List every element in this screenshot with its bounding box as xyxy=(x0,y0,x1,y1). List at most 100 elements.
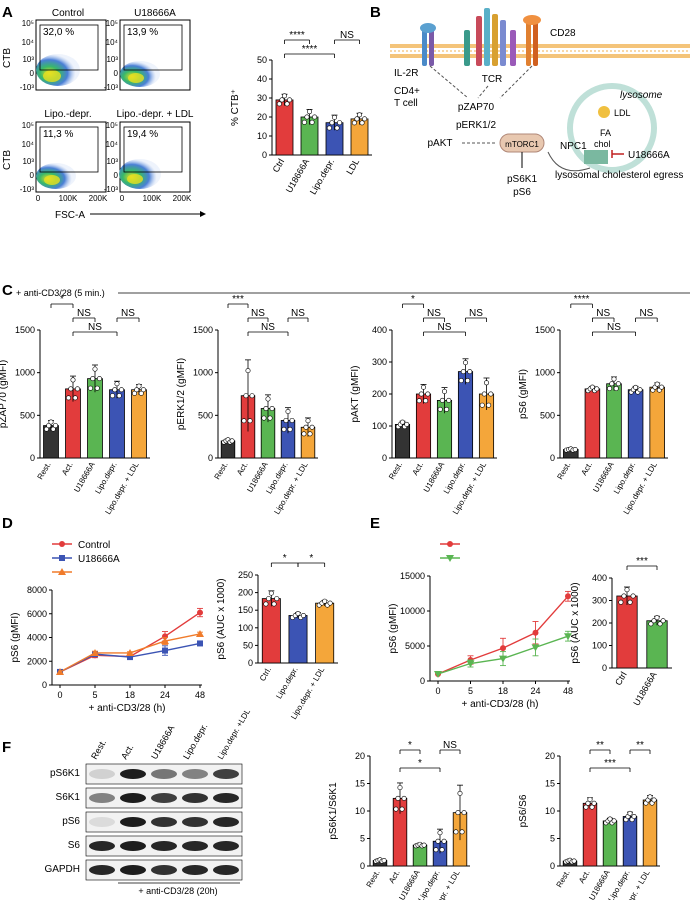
x-tick-label: 24 xyxy=(530,686,540,696)
panel-label-d: D xyxy=(2,515,13,532)
data-point xyxy=(110,393,116,399)
data-point xyxy=(631,813,637,819)
y-axis-label: pS6 (gMFI) xyxy=(10,612,21,662)
data-point xyxy=(585,800,591,806)
flow-ytick: 10⁴ xyxy=(22,38,35,47)
data-point xyxy=(397,785,403,791)
cd28-label: CD28 xyxy=(550,28,576,39)
data-point xyxy=(334,125,340,131)
y-axis-label: pS6 (AUC x 1000) xyxy=(216,578,227,659)
y-tick-label: 250 xyxy=(238,570,253,580)
data-point xyxy=(479,402,485,408)
y-axis-label: pS6 (gMFI) xyxy=(518,369,529,419)
data-point xyxy=(594,386,600,392)
y-tick-label: 0 xyxy=(602,663,607,673)
data-point xyxy=(607,816,613,822)
bar-chart-c-pzap70: 0 500 1000 1500 pZAP70 (gMFI) Rest. Act.U18666… xyxy=(0,294,150,516)
significance-label: NS xyxy=(340,30,354,41)
y-axis-label: pZAP70 (gMFI) xyxy=(0,360,9,428)
data-point xyxy=(268,590,274,596)
data-point xyxy=(401,795,407,801)
blot-band xyxy=(120,793,146,803)
data-point-triangle xyxy=(91,648,99,656)
blot-band xyxy=(151,865,177,875)
flow-ytick: 10⁵ xyxy=(22,121,34,130)
data-point xyxy=(627,599,633,605)
blot-band xyxy=(120,817,146,827)
category-label: Ctrl xyxy=(613,670,629,687)
y-tick-label: 0 xyxy=(550,861,555,871)
y-tick-label: 5 xyxy=(360,834,365,844)
x-tick-label: 18 xyxy=(498,686,508,696)
flow-gate-percent: 32,0 % xyxy=(43,27,74,38)
y-tick-label: 50 xyxy=(257,55,267,65)
data-point xyxy=(72,395,78,401)
y-tick-label: 500 xyxy=(540,410,555,420)
lysosome-label: lysosome xyxy=(620,90,663,101)
data-point-circle xyxy=(532,629,539,636)
blot-band xyxy=(213,769,239,779)
flow-ytick: 10⁵ xyxy=(22,19,34,28)
flow-gate xyxy=(39,24,99,71)
y-tick-label: 30 xyxy=(257,93,267,103)
data-point xyxy=(134,387,140,393)
bar xyxy=(288,615,308,664)
x-tick-label: 0 xyxy=(57,690,62,700)
data-point xyxy=(654,381,660,387)
data-point xyxy=(276,101,282,107)
data-point xyxy=(247,418,253,424)
data-point xyxy=(337,120,343,126)
flow-gate-percent: 13,9 % xyxy=(127,27,158,38)
data-point xyxy=(48,419,54,425)
data-point xyxy=(624,587,630,593)
signal-arrow xyxy=(499,65,533,99)
data-point xyxy=(444,406,450,412)
y-tick-label: 500 xyxy=(20,410,35,420)
flow-xtick: 100K xyxy=(59,194,78,203)
flow-xlabel: FSC-A xyxy=(55,210,85,221)
data-point xyxy=(572,446,578,452)
data-point xyxy=(287,426,293,432)
data-point xyxy=(420,384,426,390)
data-point xyxy=(381,857,387,863)
signal-arrow xyxy=(477,85,489,99)
blot-band xyxy=(120,769,146,779)
legend-label: Control xyxy=(78,540,110,551)
data-point xyxy=(94,385,100,391)
data-point xyxy=(301,431,307,437)
data-point xyxy=(435,838,441,844)
blot-lane-label: Lipo.depr. +LDL xyxy=(216,707,252,761)
category-label: Act. xyxy=(577,869,592,885)
flow-xtick: 0 xyxy=(120,194,125,203)
y-tick-label: 300 xyxy=(592,596,607,606)
flow-ytick: 10³ xyxy=(22,55,34,64)
y-tick-label: 100 xyxy=(592,641,607,651)
legend-marker-circle xyxy=(447,541,453,547)
data-point-circle xyxy=(500,645,506,652)
blot-band xyxy=(213,793,239,803)
membrane-inner-layer xyxy=(390,54,690,58)
data-point xyxy=(654,615,660,621)
bar xyxy=(582,802,598,867)
data-point xyxy=(633,384,639,390)
flow-gate xyxy=(123,126,183,173)
y-tick-label: 0 xyxy=(262,150,267,160)
significance-label: NS xyxy=(607,322,621,333)
data-point xyxy=(283,417,289,423)
blot-band xyxy=(213,865,239,875)
data-point xyxy=(351,120,357,126)
blot-band xyxy=(120,865,146,875)
data-point xyxy=(265,396,271,402)
data-point xyxy=(116,393,122,399)
x-tick-label: 24 xyxy=(160,690,170,700)
significance-label: NS xyxy=(438,322,452,333)
data-point-triangle xyxy=(56,667,64,675)
data-point xyxy=(281,93,287,99)
significance-label: NS xyxy=(261,322,275,333)
legend-marker-circle xyxy=(59,541,65,547)
data-point xyxy=(312,114,318,120)
y-tick-label: 1500 xyxy=(193,325,213,335)
blot-treatment-label: + anti-CD3/28 (20h) xyxy=(138,886,217,896)
